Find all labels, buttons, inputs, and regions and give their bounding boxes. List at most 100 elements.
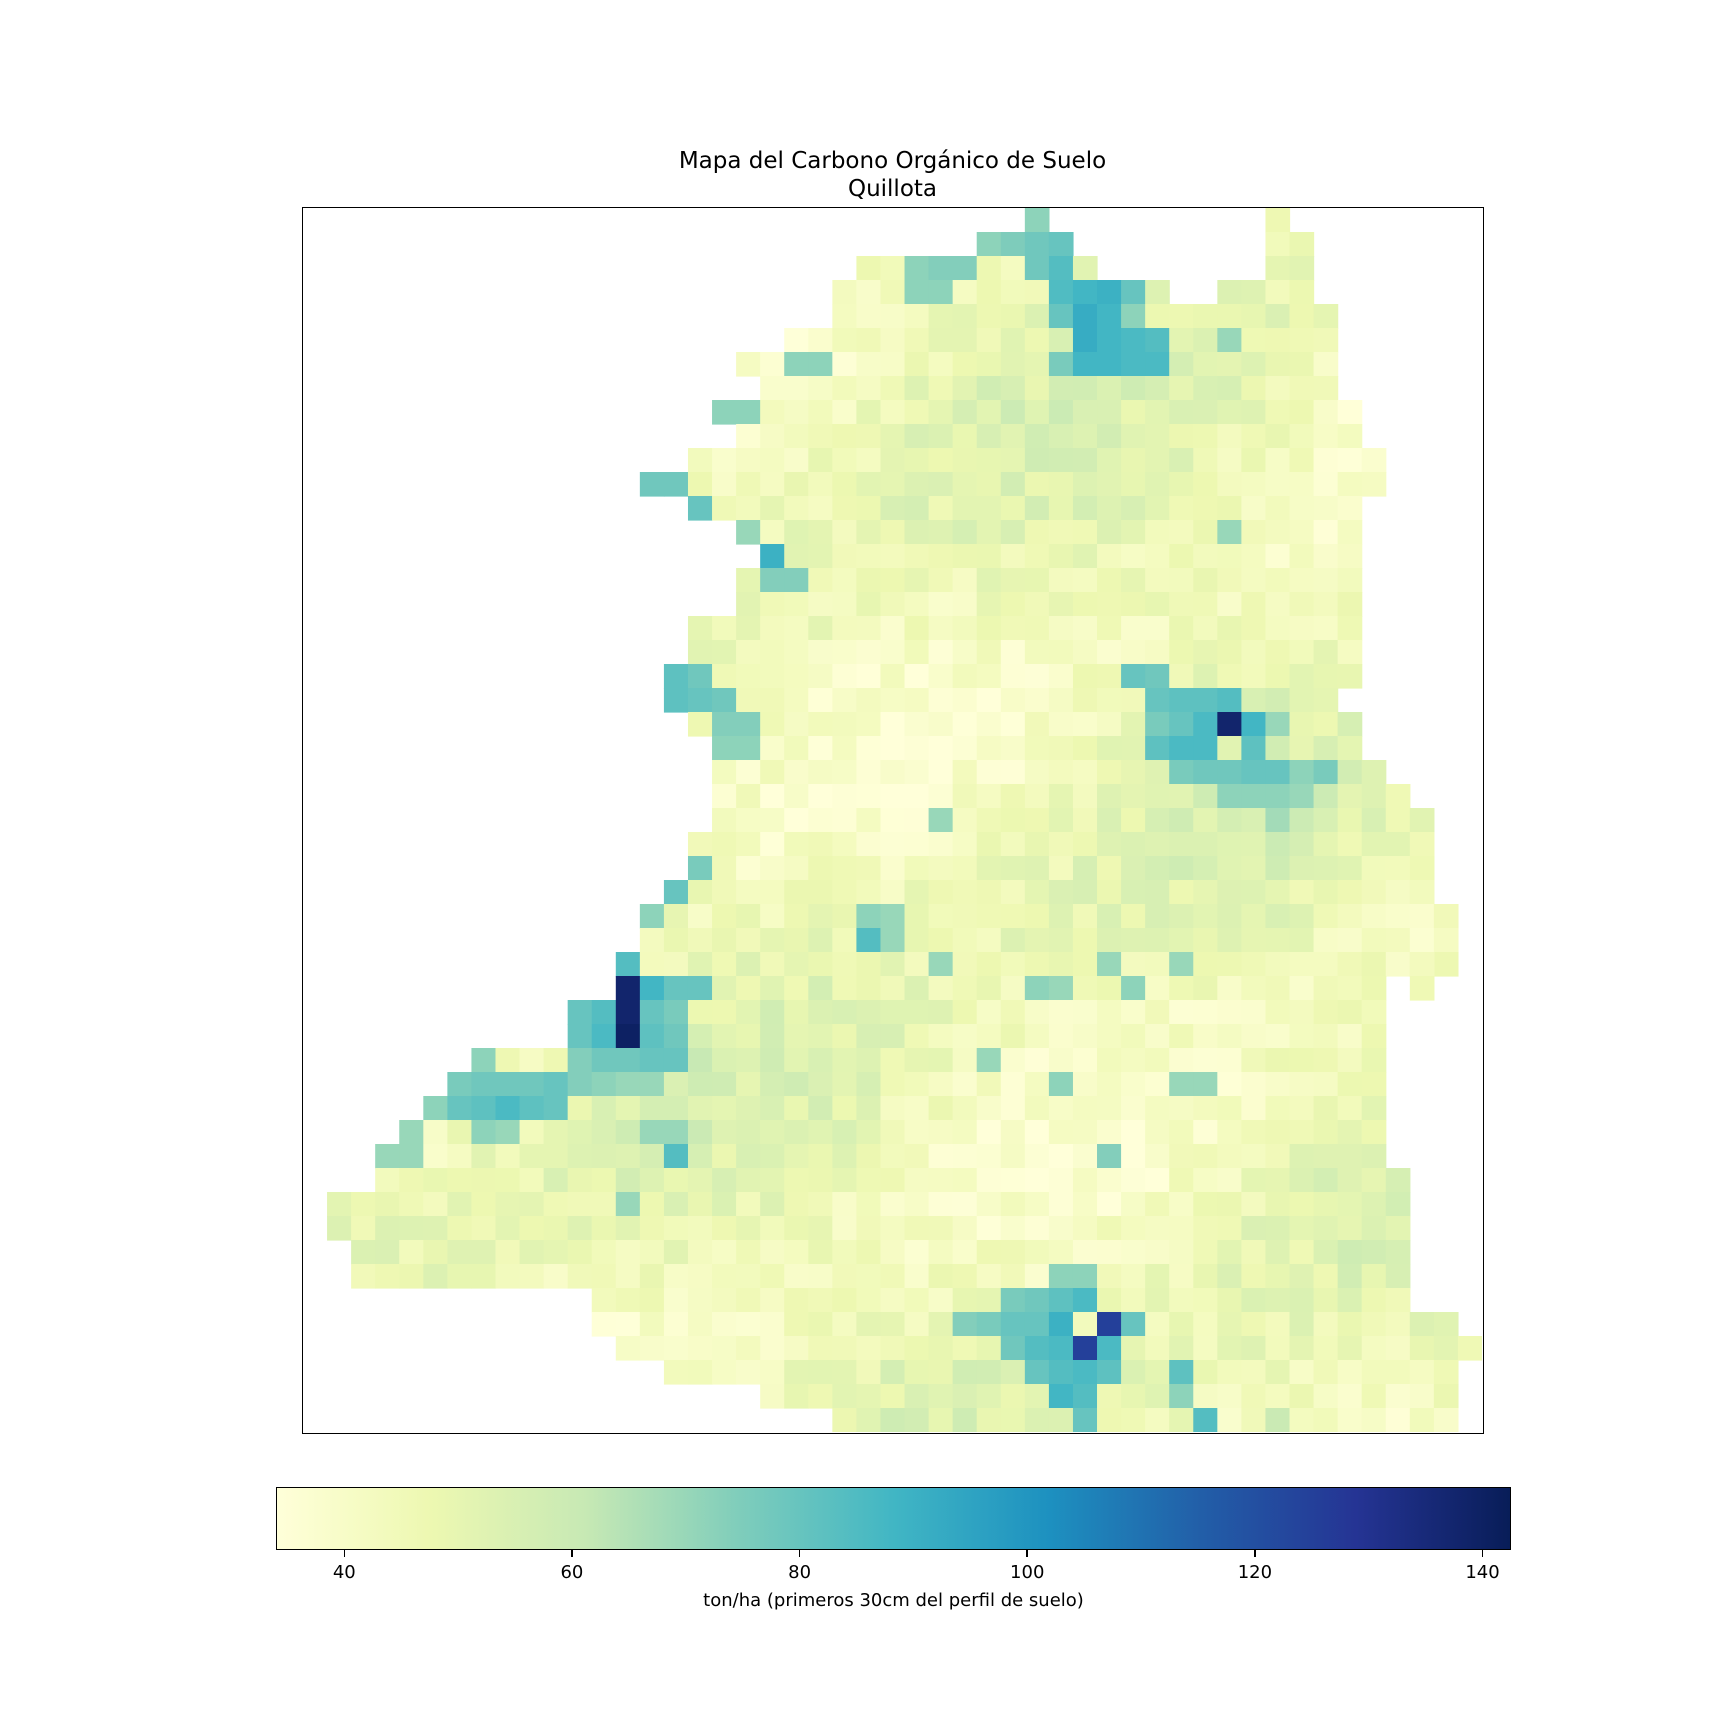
raster-cell	[663, 688, 689, 713]
raster-cell	[663, 1264, 689, 1289]
raster-cell	[663, 1024, 689, 1049]
raster-cell	[760, 448, 785, 473]
raster-cell	[663, 664, 689, 689]
raster-cell	[808, 1096, 833, 1121]
raster-cell	[1337, 448, 1363, 473]
raster-cell	[663, 1312, 689, 1337]
raster-cell	[1169, 328, 1194, 353]
raster-cell	[1072, 472, 1098, 497]
raster-cell	[1024, 1048, 1050, 1073]
raster-cell	[687, 1288, 713, 1313]
raster-cell	[928, 1048, 954, 1073]
raster-cell	[663, 1360, 689, 1385]
raster-cell	[1097, 424, 1122, 449]
raster-cell	[1265, 832, 1291, 857]
raster-cell	[808, 640, 833, 665]
raster-cell	[1193, 1120, 1218, 1145]
raster-cell	[1145, 1144, 1170, 1169]
raster-cell	[1289, 592, 1315, 617]
raster-cell	[1289, 760, 1315, 785]
raster-cell	[976, 976, 1002, 1001]
raster-cell	[1265, 400, 1291, 425]
raster-cell	[784, 1048, 809, 1073]
raster-cell	[832, 1096, 858, 1121]
raster-cell	[1121, 1264, 1146, 1289]
raster-cell	[784, 400, 809, 425]
raster-cell	[1024, 592, 1050, 617]
raster-cell	[1121, 376, 1146, 401]
raster-cell	[760, 424, 785, 449]
raster-cell	[1145, 352, 1170, 377]
raster-cell	[880, 928, 906, 953]
raster-cell	[1121, 568, 1146, 593]
raster-cell	[1289, 976, 1315, 1001]
raster-cell	[736, 1096, 761, 1121]
raster-cell	[1048, 1408, 1074, 1432]
raster-cell	[399, 1216, 424, 1241]
raster-cell	[976, 520, 1002, 545]
raster-cell	[832, 736, 858, 761]
raster-cell	[904, 616, 930, 641]
raster-cell	[1193, 664, 1218, 689]
raster-cell	[1193, 568, 1218, 593]
raster-cell	[615, 1192, 641, 1217]
raster-cell	[351, 1264, 376, 1289]
raster-cell	[1217, 328, 1242, 353]
raster-cell	[856, 328, 882, 353]
raster-cell	[447, 1072, 473, 1097]
raster-cell	[736, 832, 761, 857]
raster-cell	[832, 1312, 858, 1337]
raster-cell	[952, 1408, 978, 1432]
raster-cell	[880, 592, 906, 617]
raster-cell	[1145, 1288, 1170, 1313]
raster-cell	[1121, 1120, 1146, 1145]
raster-cell	[399, 1240, 424, 1265]
raster-cell	[1337, 544, 1363, 569]
raster-cell	[760, 352, 785, 377]
raster-cell	[1265, 1072, 1291, 1097]
raster-cell	[1145, 664, 1170, 689]
raster-cell	[880, 424, 906, 449]
raster-cell	[736, 520, 761, 545]
raster-cell	[471, 1120, 497, 1145]
raster-cell	[1024, 1120, 1050, 1145]
raster-cell	[1121, 1192, 1146, 1217]
raster-cell	[1145, 640, 1170, 665]
raster-cell	[928, 1144, 954, 1169]
raster-cell	[832, 544, 858, 569]
raster-cell	[1072, 1072, 1098, 1097]
raster-cell	[1072, 1120, 1098, 1145]
raster-cell	[712, 976, 737, 1001]
raster-cell	[1097, 1048, 1122, 1073]
raster-cell	[1145, 832, 1170, 857]
raster-cell	[928, 280, 954, 305]
raster-cell	[904, 1384, 930, 1409]
raster-cell	[952, 880, 978, 905]
raster-cell	[687, 976, 713, 1001]
raster-cell	[928, 592, 954, 617]
raster-cell	[952, 1360, 978, 1385]
raster-cell	[1217, 1216, 1242, 1241]
raster-cell	[1361, 1288, 1387, 1313]
raster-cell	[1217, 352, 1242, 377]
raster-cell	[1000, 928, 1026, 953]
raster-cell	[976, 448, 1002, 473]
raster-cell	[784, 784, 809, 809]
raster-cell	[1097, 352, 1122, 377]
raster-cell	[1193, 880, 1218, 905]
raster-cell	[687, 712, 713, 737]
raster-cell	[1241, 1168, 1267, 1193]
raster-cell	[760, 1216, 785, 1241]
raster-cell	[832, 1360, 858, 1385]
raster-cell	[784, 472, 809, 497]
raster-cell	[1385, 1216, 1411, 1241]
raster-cell	[1169, 1360, 1194, 1385]
raster-cell	[1193, 1168, 1218, 1193]
raster-cell	[1217, 1312, 1242, 1337]
raster-cell	[1024, 544, 1050, 569]
raster-cell	[1121, 1072, 1146, 1097]
raster-cell	[1000, 472, 1026, 497]
raster-cell	[928, 1000, 954, 1025]
raster-cell	[495, 1144, 521, 1169]
raster-cell	[1000, 544, 1026, 569]
